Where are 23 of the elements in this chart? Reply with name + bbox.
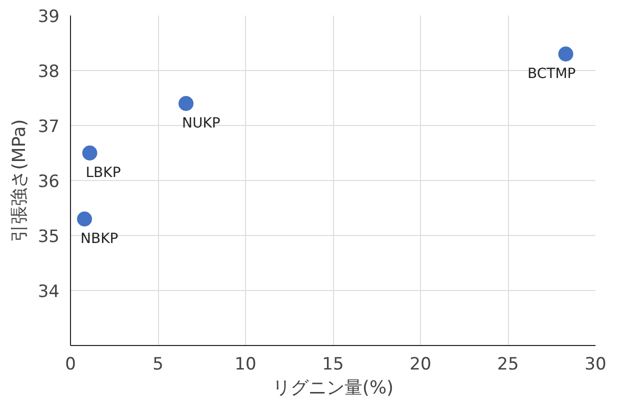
y-tick-label: 37 <box>38 117 60 137</box>
x-tick-label: 15 <box>322 354 344 374</box>
point <box>558 46 574 62</box>
x-axis-title: リグニン量(%) <box>272 378 394 398</box>
y-tick-label: 38 <box>38 62 60 82</box>
annotation: NBKP <box>80 231 118 247</box>
point <box>178 96 194 111</box>
point <box>82 146 98 160</box>
y-tick-label: 35 <box>38 227 60 247</box>
x-tick-label: 5 <box>152 354 164 374</box>
point <box>77 212 92 226</box>
y-axis-title: 引張強さ(MPa) <box>8 119 30 242</box>
y-tick-label: 34 <box>38 282 60 302</box>
annotation: NUKP <box>182 116 220 132</box>
annotation: BCTMP <box>528 66 576 82</box>
x-tick-label: 0 <box>65 354 76 374</box>
x-tick-label: 20 <box>410 354 432 374</box>
y-tick-label: 39 <box>38 7 60 27</box>
x-tick-label: 25 <box>497 354 519 374</box>
annotation: LBKP <box>86 165 121 181</box>
x-tick-label: 30 <box>584 354 606 374</box>
y-tick-label: 36 <box>38 172 60 192</box>
x-tick-label: 10 <box>234 354 256 374</box>
